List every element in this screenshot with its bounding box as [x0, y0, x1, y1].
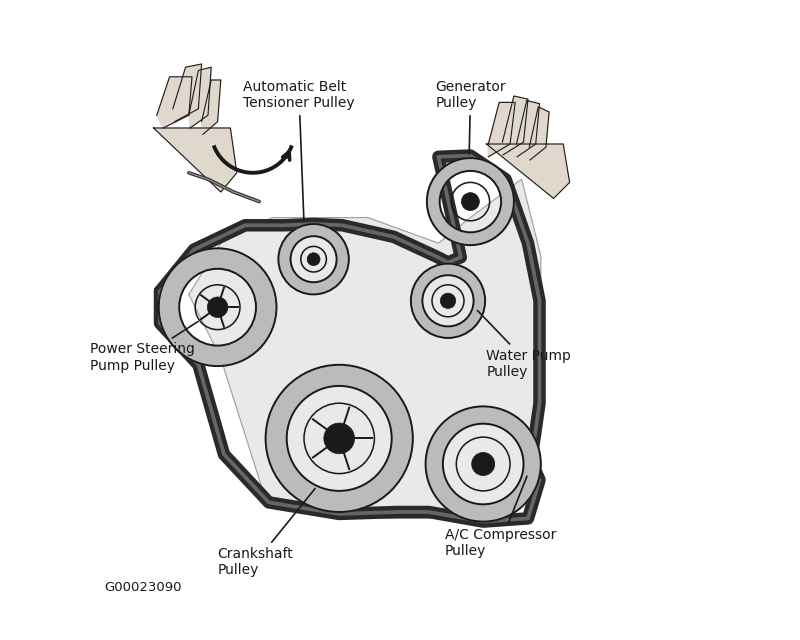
Polygon shape — [189, 67, 211, 128]
Text: G00023090: G00023090 — [104, 581, 182, 594]
Circle shape — [472, 452, 494, 476]
Text: A/C Compressor
Pulley: A/C Compressor Pulley — [445, 476, 556, 558]
Circle shape — [324, 423, 354, 454]
Text: Water Pump
Pulley: Water Pump Pulley — [478, 310, 571, 379]
Polygon shape — [189, 179, 541, 518]
Polygon shape — [502, 96, 528, 155]
Text: Crankshaft
Pulley: Crankshaft Pulley — [218, 488, 315, 577]
Circle shape — [440, 293, 456, 308]
Polygon shape — [202, 80, 221, 134]
Polygon shape — [530, 107, 549, 160]
Polygon shape — [488, 102, 515, 157]
Circle shape — [207, 297, 228, 317]
Polygon shape — [486, 144, 570, 198]
Text: Power Steering
Pump Pulley: Power Steering Pump Pulley — [90, 321, 198, 372]
Text: Automatic Belt
Tensioner Pulley: Automatic Belt Tensioner Pulley — [243, 80, 355, 220]
Polygon shape — [517, 100, 539, 157]
Circle shape — [307, 253, 320, 266]
Circle shape — [462, 193, 479, 211]
Polygon shape — [173, 64, 202, 122]
Polygon shape — [154, 128, 237, 192]
Text: Generator
Pulley: Generator Pulley — [435, 80, 506, 154]
Polygon shape — [157, 77, 192, 128]
